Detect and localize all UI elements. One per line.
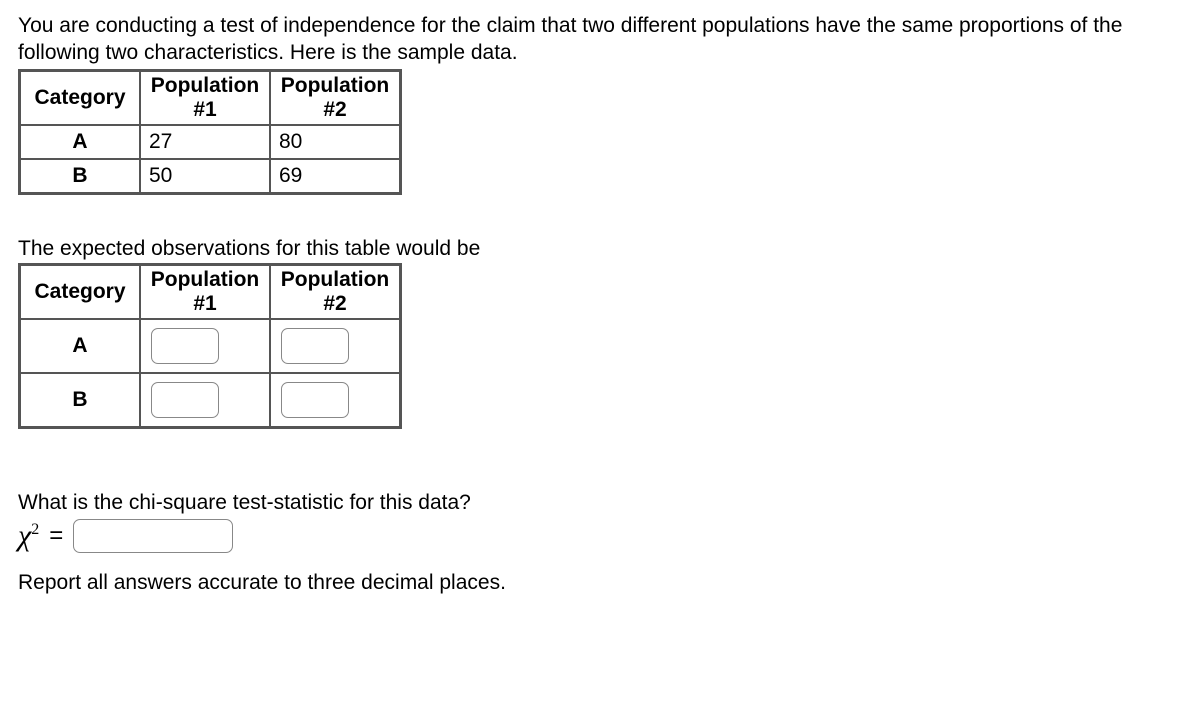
cell-value: 69 [270, 159, 400, 193]
chi-square-row: χ2 = [18, 519, 1182, 553]
cell-value: 50 [140, 159, 270, 193]
chi-symbol: χ2 [18, 519, 39, 553]
cell-value: 27 [140, 125, 270, 159]
col-header-pop2: Population#2 [270, 265, 400, 319]
expected-input-a2[interactable] [281, 328, 349, 364]
col-header-category: Category [20, 71, 140, 125]
cell-cat: B [20, 373, 140, 427]
expected-input-b1[interactable] [151, 382, 219, 418]
col-header-pop1: Population#1 [140, 265, 270, 319]
sample-data-table: Category Population#1 Population#2 A 27 … [18, 69, 402, 195]
expected-prompt: The expected observations for this table… [18, 237, 1182, 261]
expected-table: Category Population#1 Population#2 A B [18, 263, 402, 429]
chi-square-input[interactable] [73, 519, 233, 553]
footer-note: Report all answers accurate to three dec… [18, 571, 1182, 595]
cell-cat: A [20, 319, 140, 373]
col-header-pop1: Population#1 [140, 71, 270, 125]
cell-value: 80 [270, 125, 400, 159]
equals-sign: = [49, 522, 63, 550]
table-row: B 50 69 [20, 159, 400, 193]
cell-cat: B [20, 159, 140, 193]
expected-input-a1[interactable] [151, 328, 219, 364]
intro-text: You are conducting a test of independenc… [18, 12, 1182, 67]
cell-cat: A [20, 125, 140, 159]
col-header-category: Category [20, 265, 140, 319]
expected-input-b2[interactable] [281, 382, 349, 418]
chi-prompt: What is the chi-square test-statistic fo… [18, 491, 1182, 515]
col-header-pop2: Population#2 [270, 71, 400, 125]
table-row: A 27 80 [20, 125, 400, 159]
table-row: B [20, 373, 400, 427]
table-row: A [20, 319, 400, 373]
